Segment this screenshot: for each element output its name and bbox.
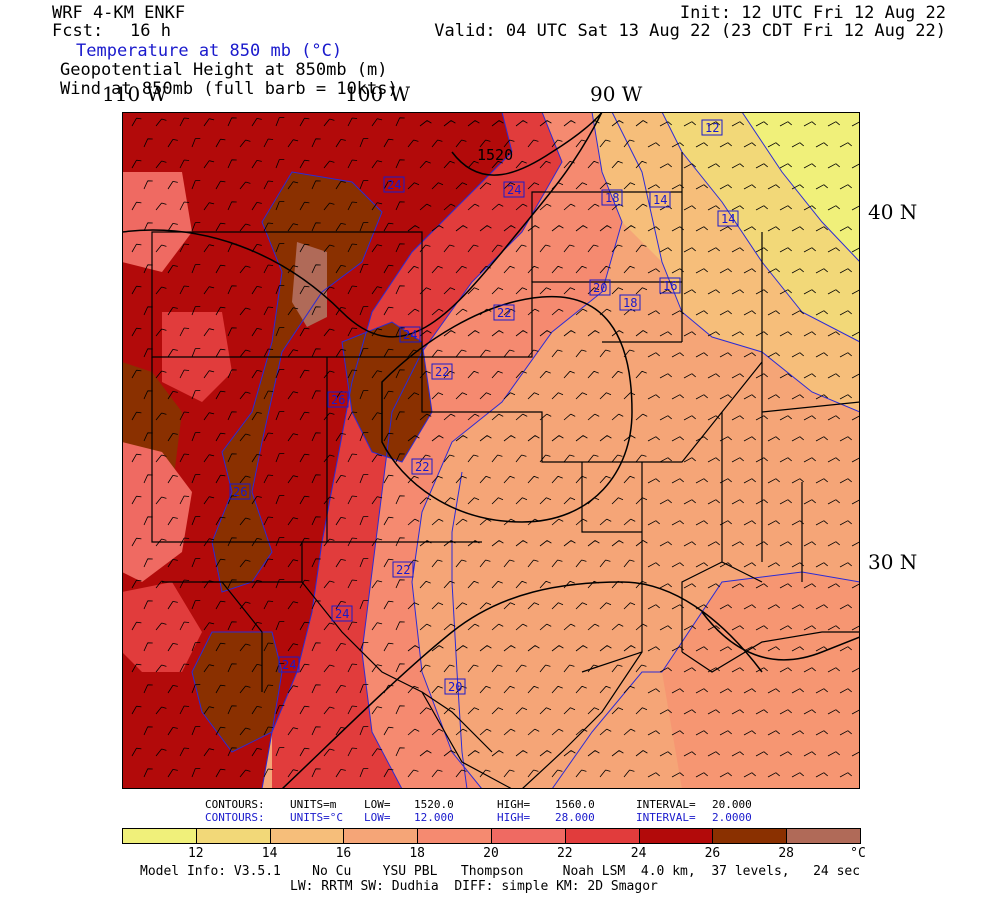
legend-swatch [786, 828, 861, 844]
contours-temp-units: UNITS=°C [290, 811, 343, 824]
contour-label: 24 [282, 658, 296, 672]
contour-label: 18 [623, 296, 637, 310]
contours-height-interval-label: INTERVAL= [636, 798, 696, 811]
wind-barb-icon [131, 117, 860, 778]
legend-swatch [195, 828, 271, 844]
contour-label-box [619, 294, 641, 311]
contour-label: 24 [387, 178, 401, 192]
contours-height-interval: 20.000 [712, 798, 752, 811]
contour-label: 24 [335, 607, 349, 621]
contour-label: 22 [435, 365, 449, 379]
legend-tick-label: 24 [630, 846, 647, 861]
contour-label-box [717, 210, 739, 227]
lon-label-100w: 100 W [345, 82, 411, 106]
height-contour-label: 1520 [477, 146, 513, 164]
contour-label: 14 [721, 212, 735, 226]
physics-info: LW: RRTM SW: Dudhia DIFF: simple KM: 2D … [290, 879, 658, 894]
contour-label: 22 [497, 306, 511, 320]
contours-height-units: UNITS=m [290, 798, 337, 811]
contour-label-box [383, 176, 405, 193]
valid-time: Valid: 04 UTC Sat 13 Aug 22 (23 CDT Fri … [434, 21, 946, 41]
legend-swatch [712, 828, 788, 844]
contour-label-box [659, 277, 681, 294]
legend-swatch [491, 828, 566, 844]
contour-label-box [589, 279, 611, 296]
contour-label: 18 [605, 191, 619, 205]
contour-label-box [411, 458, 433, 475]
init-time: Init: 12 UTC Fri 12 Aug 22 [679, 3, 946, 23]
lon-label-110w: 110 W [102, 82, 168, 106]
legend-tick-label: 20 [483, 846, 499, 861]
contours-height-high-label: HIGH= [497, 798, 531, 811]
contour-label-box [431, 363, 453, 380]
field-height-label: Geopotential Height at 850mb (m) [60, 60, 388, 80]
legend-tick-label: 18 [409, 846, 426, 861]
contour-label: 12 [705, 121, 719, 135]
contours-temp-high: 28.000 [555, 811, 595, 824]
legend-swatch [343, 828, 419, 844]
contour-label-box [392, 561, 414, 578]
contour-label-box [649, 191, 671, 208]
field-wind-label: Wind at 850mb (full barb = 10kts) [60, 79, 398, 99]
contours-temp-low: 12.000 [414, 811, 454, 824]
contour-label-box [601, 189, 623, 206]
contour-label: 24 [403, 328, 417, 342]
model-title: WRF 4-KM ENKF [52, 3, 186, 23]
contour-label: 26 [233, 485, 247, 499]
contours-height-low-label: LOW= [364, 798, 391, 811]
contour-label-box [493, 304, 515, 321]
legend-swatch [564, 828, 640, 844]
contour-label-box [503, 181, 525, 198]
contour-label: 26 [331, 393, 345, 407]
contours-temp-high-label: HIGH= [497, 811, 531, 824]
contours-temp-interval: 2.0000 [712, 811, 752, 824]
field-temperature-label: Temperature at 850 mb (°C) [76, 41, 343, 61]
contour-label: 20 [448, 680, 462, 694]
wind-barbs [131, 117, 860, 778]
forecast-label: Fcst: [52, 21, 104, 41]
model-info: Model Info: V3.5.1 No Cu YSU PBL Thompso… [140, 864, 861, 879]
contour-label-box [331, 605, 353, 622]
contours-temp-interval-label: INTERVAL= [636, 811, 696, 824]
contour-label: 16 [663, 279, 677, 293]
contours-height-low: 1520.0 [414, 798, 454, 811]
contours-height-label: CONTOURS: [205, 798, 265, 811]
legend-swatch [269, 828, 345, 844]
contour-label-box [701, 119, 723, 136]
contour-label-box [444, 678, 466, 695]
lat-label-40n: 40 N [868, 200, 918, 224]
legend-tick-label: 28 [778, 846, 795, 861]
contour-label-box [327, 391, 349, 408]
contours-temp-label: CONTOURS: [205, 811, 265, 824]
contours-height-high: 1560.0 [555, 798, 595, 811]
contour-label-box [278, 656, 300, 673]
contour-label: 22 [396, 563, 410, 577]
contour-label: 20 [593, 281, 607, 295]
legend-tick-label: 26 [704, 846, 721, 861]
contour-label: 22 [415, 460, 429, 474]
legend-swatch [638, 828, 714, 844]
temperature-map: 24 24 18 14 14 12 20 18 16 22 24 22 26 22 26 22 24 24 20 1… [122, 112, 860, 789]
legend-swatch [122, 828, 197, 844]
legend-tick-label: 16 [335, 846, 352, 861]
contour-label-box [229, 483, 251, 500]
lat-label-30n: 30 N [868, 550, 918, 574]
contour-label-box [399, 326, 421, 343]
legend-swatch [417, 828, 492, 844]
lon-label-90w: 90 W [590, 82, 643, 106]
forecast-hour: 16 h [130, 21, 171, 41]
contours-temp-low-label: LOW= [364, 811, 391, 824]
legend-unit: °C [850, 846, 866, 861]
contour-label: 14 [653, 193, 667, 207]
legend-tick-label: 12 [187, 846, 204, 861]
contour-label: 24 [507, 183, 521, 197]
legend-tick-label: 22 [556, 846, 573, 861]
legend-tick-label: 14 [261, 846, 278, 861]
